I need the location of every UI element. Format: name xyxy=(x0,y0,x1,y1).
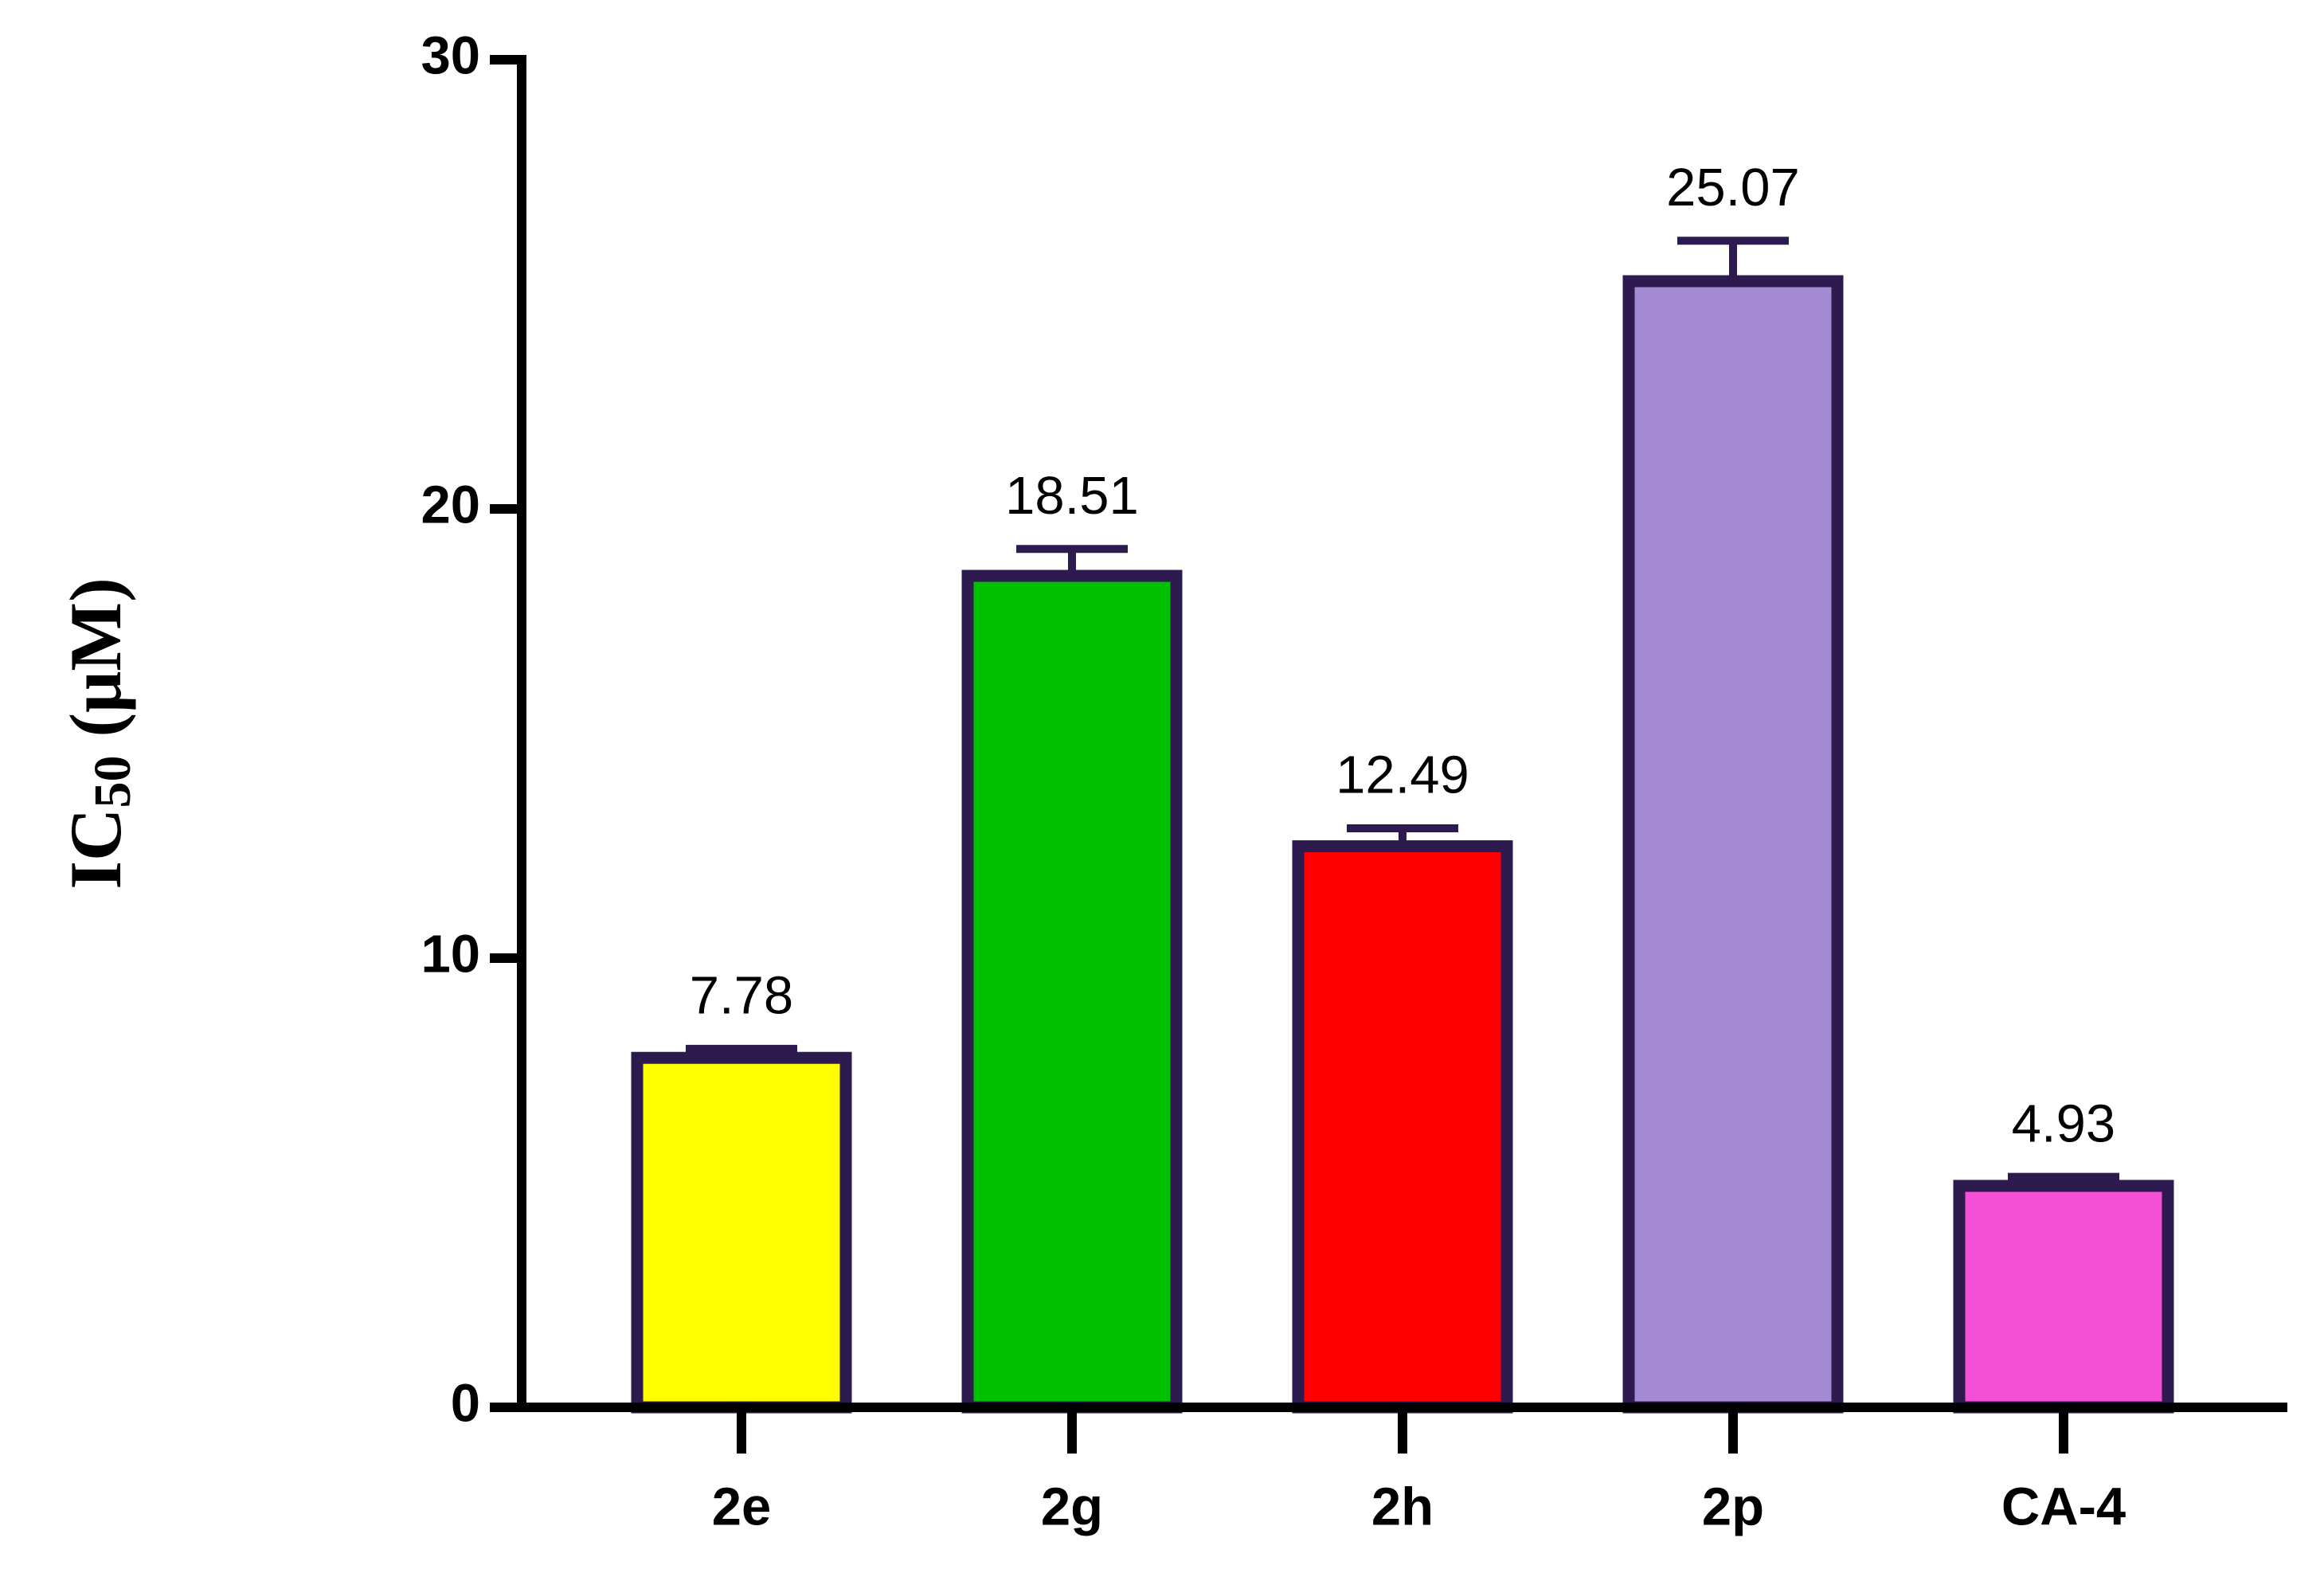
value-label: 25.07 xyxy=(1666,158,1800,217)
x-tick-label: 2p xyxy=(1702,1477,1764,1537)
bar xyxy=(1953,1180,2174,1414)
value-label: 12.49 xyxy=(1336,745,1469,805)
y-label-main: IC xyxy=(55,808,136,890)
x-tick-label: 2h xyxy=(1371,1477,1434,1537)
value-label: 7.78 xyxy=(690,966,793,1026)
y-tick-label: 30 xyxy=(421,26,480,86)
y-tick-label: 0 xyxy=(451,1374,480,1434)
bar xyxy=(1292,840,1513,1414)
bar xyxy=(961,569,1183,1414)
bar xyxy=(1622,275,1844,1414)
value-label: 18.51 xyxy=(1005,466,1139,526)
x-tick-label: CA-4 xyxy=(2001,1477,2126,1537)
value-label: 4.93 xyxy=(2012,1094,2115,1153)
y-tick-label: 10 xyxy=(421,925,480,984)
y-label-sub: 50 xyxy=(84,756,142,808)
y-axis-label: IC50 (μM) xyxy=(55,577,142,890)
y-tick-label: 20 xyxy=(421,475,480,535)
bar xyxy=(631,1051,852,1414)
y-label-unit: (μM) xyxy=(55,577,136,755)
x-tick-label: 2g xyxy=(1041,1477,1103,1537)
x-tick-label: 2e xyxy=(712,1477,772,1537)
